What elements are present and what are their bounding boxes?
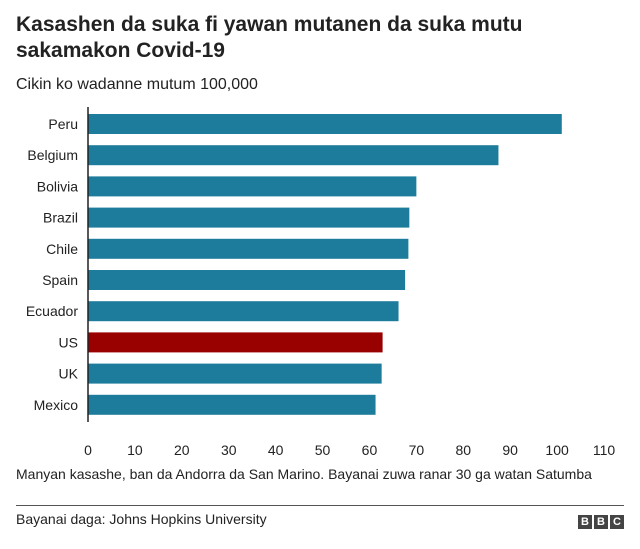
bbc-logo: B B C (578, 515, 624, 529)
x-tick-label-80: 80 (455, 442, 471, 455)
x-tick-label-30: 30 (221, 442, 237, 455)
bar-chile (88, 238, 409, 259)
bar-uk (88, 363, 382, 384)
bar-belgium (88, 145, 499, 166)
x-tick-label-50: 50 (315, 442, 331, 455)
x-tick-label-70: 70 (409, 442, 425, 455)
x-tick-label-100: 100 (545, 442, 569, 455)
category-label-bolivia: Bolivia (37, 178, 78, 194)
bar-peru (88, 114, 562, 134)
x-tick-label-60: 60 (362, 442, 378, 455)
bar-bolivia (88, 176, 417, 197)
bar-chart: Peru Belgium Bolivia Brazil Chile Spain Ecuado… (26, 107, 616, 455)
logo-letter-c: C (610, 515, 624, 529)
x-tick-label-90: 90 (502, 442, 518, 455)
category-label-chile: Chile (46, 241, 78, 257)
footnote: Manyan kasashe, ban da Andorra da San Ma… (16, 466, 592, 482)
logo-letter-b2: B (594, 515, 608, 529)
bar-spain (88, 270, 406, 290)
x-tick-label-20: 20 (174, 442, 190, 455)
chart-title: Kasashen da suka fi yawan mutanen da suk… (16, 13, 523, 62)
logo-letter-b1: B (578, 515, 592, 529)
x-tick-label-10: 10 (127, 442, 143, 455)
category-label-spain: Spain (42, 272, 78, 288)
bar-mexico (88, 394, 376, 415)
x-tick-label-40: 40 (268, 442, 284, 455)
category-label-peru: Peru (48, 116, 78, 132)
chart-subtitle: Cikin ko wadanne mutum 100,000 (16, 76, 258, 93)
footer-divider (16, 505, 624, 506)
category-label-mexico: Mexico (34, 397, 79, 413)
x-tick-label-0: 0 (84, 442, 92, 455)
x-tick-label-110: 110 (593, 442, 616, 455)
category-label-belgium: Belgium (27, 147, 78, 163)
bar-us (88, 332, 383, 353)
category-label-brazil: Brazil (43, 210, 78, 226)
category-label-ecuador: Ecuador (26, 303, 78, 319)
source-credit: Bayanai daga: Johns Hopkins University (16, 511, 267, 527)
bar-ecuador (88, 301, 399, 322)
bar-brazil (88, 207, 410, 228)
category-label-us: US (59, 334, 78, 350)
category-label-uk: UK (59, 366, 79, 382)
